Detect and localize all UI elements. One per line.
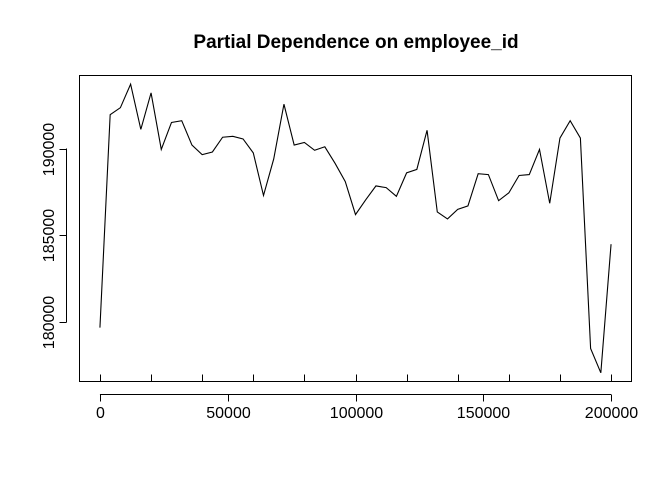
x-tick-label-1: 50000 [206, 405, 251, 422]
y-axis: 180000 185000 190000 [41, 123, 67, 349]
plot-frame [79, 75, 632, 382]
x-tick-label-3: 150000 [457, 405, 510, 422]
x-tick-label-4: 200000 [585, 405, 638, 422]
chart-title: Partial Dependence on employee_id [193, 32, 518, 53]
x-axis: 0 50000 100000 150000 200000 [96, 374, 638, 422]
x-tick-label-2: 100000 [330, 405, 383, 422]
y-tick-label-0: 180000 [41, 296, 58, 349]
y-tick-label-2: 190000 [41, 123, 58, 176]
series-line [99, 82, 612, 374]
y-tick-label-1: 185000 [41, 209, 58, 262]
x-tick-label-0: 0 [96, 405, 105, 422]
